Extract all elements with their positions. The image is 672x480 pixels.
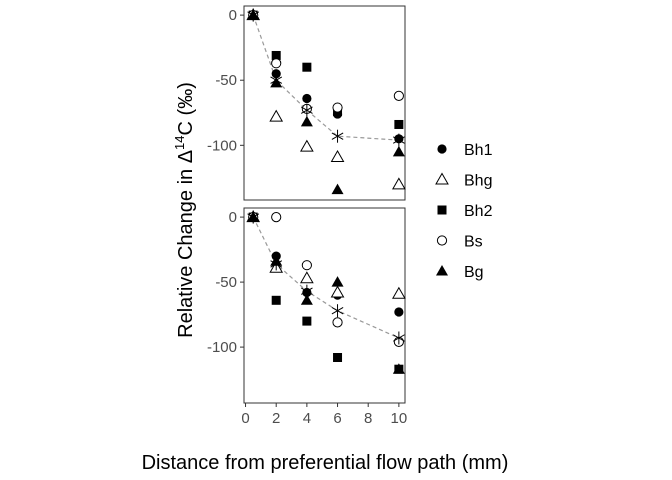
mean-star-stroke <box>331 132 344 140</box>
mean-marker <box>247 210 260 224</box>
data-point-bs <box>332 317 343 328</box>
data-point-bg <box>331 276 344 287</box>
data-point-bg <box>300 115 313 127</box>
data-point-bhg <box>300 271 314 284</box>
data-point-bhg <box>392 286 406 299</box>
x-axis: 0 2 4 6 8 10 <box>241 403 407 427</box>
mean-star-stroke <box>392 334 405 342</box>
legend-label-bhg: Bhg <box>464 173 492 190</box>
mean-star-stroke <box>392 136 405 144</box>
y-tick-label: -100 <box>207 137 237 154</box>
legend-item-bs: Bs <box>436 234 483 251</box>
y-axis-title-superscript: 14 <box>172 135 187 149</box>
data-point-bhg <box>330 285 345 298</box>
legend-item-bg: Bg <box>436 264 484 281</box>
y-axis-title: Relative Change in Δ14C (‰) <box>172 82 197 338</box>
mean-marker <box>331 304 344 318</box>
data-point-bs <box>332 102 343 113</box>
x-tick-label: 8 <box>364 410 372 427</box>
legend-key-bh1 <box>437 144 447 154</box>
data-point-bs <box>393 90 404 101</box>
data-point-bg <box>392 363 405 374</box>
data-point-bh2 <box>302 62 312 72</box>
legend-key-bh2 <box>437 205 447 215</box>
data-point-bg <box>392 145 405 157</box>
data-point-bh1 <box>271 69 281 79</box>
x-axis-title: Distance from preferential flow path (mm… <box>142 452 509 474</box>
legend-item-bh2: Bh2 <box>437 203 493 220</box>
legend-label-bh2: Bh2 <box>464 203 493 220</box>
data-point-bhg <box>330 150 345 163</box>
legend-key-bs <box>436 235 448 246</box>
mean-marker <box>247 8 260 22</box>
panel-bottom: 0 -50 -100 <box>207 207 406 404</box>
mean-markers <box>247 8 405 147</box>
mean-star-stroke <box>247 11 260 19</box>
data-point-bh2 <box>271 295 281 305</box>
data-point-bs <box>271 58 282 69</box>
y-tick-label: -50 <box>215 72 237 89</box>
y-axis-title-suffix: C (‰) <box>175 82 197 135</box>
data-point-bh2 <box>333 353 343 362</box>
legend: Bh1 Bhg Bh2 Bs Bg <box>435 142 493 281</box>
x-tick-label: 2 <box>272 410 280 427</box>
data-point-bh2 <box>394 119 404 129</box>
mean-marker <box>300 284 313 298</box>
y-tick-label: -50 <box>215 274 237 291</box>
legend-key-bg <box>436 265 448 276</box>
legend-label-bh1: Bh1 <box>464 142 493 159</box>
y-tick-label: 0 <box>229 209 237 226</box>
legend-label-bs: Bs <box>464 234 483 251</box>
x-tick-label: 0 <box>241 410 249 427</box>
mean-star-stroke <box>331 307 344 315</box>
data-point-bg <box>300 294 313 305</box>
mean-star-stroke <box>300 106 313 114</box>
y-tick-label: -100 <box>207 339 237 356</box>
data-point-bh1 <box>302 93 312 104</box>
panel-border <box>243 5 406 201</box>
y-axis-title-prefix: Relative Change in Δ <box>175 150 197 338</box>
data-point-bs <box>271 212 282 223</box>
mean-star-stroke <box>300 287 313 295</box>
legend-key-bhg <box>435 172 449 185</box>
legend-item-bh1: Bh1 <box>437 142 493 159</box>
data-point-bhg <box>269 109 284 122</box>
legend-label-bg: Bg <box>464 264 484 281</box>
x-tick-label: 10 <box>391 410 408 427</box>
x-tick-label: 4 <box>303 410 311 427</box>
mean-marker <box>270 73 283 87</box>
mean-marker <box>392 331 405 345</box>
data-point-bhg <box>300 139 314 152</box>
mean-marker <box>300 103 313 117</box>
legend-item-bhg: Bhg <box>435 172 492 190</box>
mean-marker <box>270 257 283 271</box>
data-point-bh2 <box>271 50 281 60</box>
data-point-bh2 <box>302 316 312 326</box>
mean-marker <box>331 129 344 143</box>
x-tick-label: 6 <box>333 410 341 427</box>
mean-star-stroke <box>270 76 283 84</box>
data-point-bhg <box>392 177 406 190</box>
mean-star-stroke <box>270 260 283 268</box>
data-point-bg <box>331 183 344 195</box>
panel-border <box>243 207 406 404</box>
data-point-bh1 <box>394 307 404 317</box>
panel-top: 0 -50 -100 <box>207 5 406 201</box>
mean-markers <box>247 210 405 345</box>
mean-star-stroke <box>247 213 260 221</box>
y-tick-label: 0 <box>229 7 237 24</box>
mean-marker <box>392 133 405 147</box>
data-point-bs <box>301 260 312 271</box>
